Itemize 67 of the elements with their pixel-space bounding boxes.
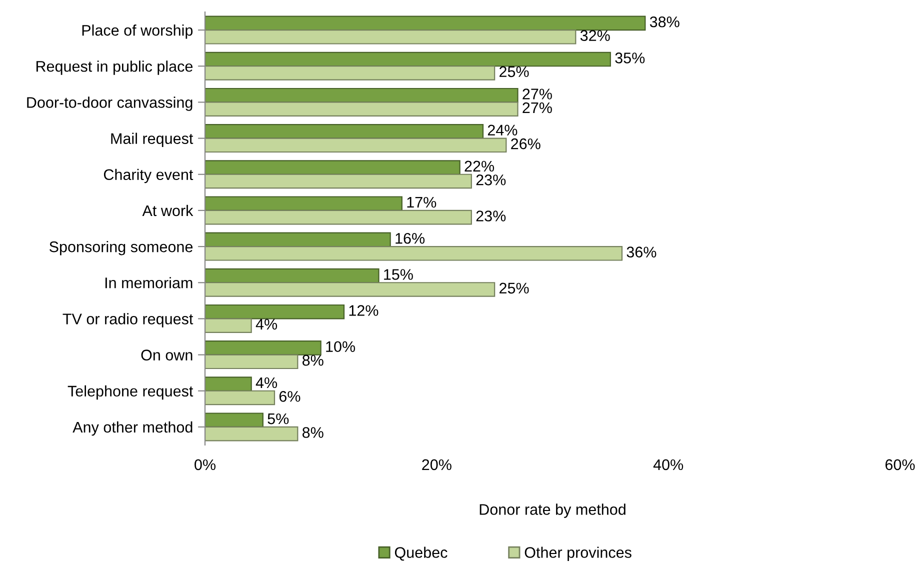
y-tick-label: Telephone request <box>68 385 194 400</box>
y-tick-label: TV or radio request <box>62 313 194 328</box>
bar <box>205 246 623 261</box>
y-tick-label: Any other method <box>72 421 192 436</box>
data-label: 16% <box>396 232 425 244</box>
bar <box>205 210 472 225</box>
y-tick-label: Charity event <box>104 168 194 184</box>
bar <box>205 102 518 116</box>
bar <box>205 16 646 31</box>
data-label: 25% <box>500 282 529 294</box>
x-axis-title: Donor rate by method <box>480 504 626 518</box>
data-label: 32% <box>580 30 610 41</box>
y-tick-label: Sponsoring someone <box>50 241 193 256</box>
y-tick-label: Place of worship <box>82 24 193 39</box>
legend-label: Quebec <box>394 546 448 561</box>
bar <box>205 29 576 44</box>
x-tick-label: 60% <box>885 459 915 470</box>
x-tick-label: 20% <box>422 459 452 470</box>
bar <box>205 196 402 212</box>
data-label: 6% <box>279 391 300 402</box>
data-label: 15% <box>384 269 413 280</box>
bar <box>205 376 252 392</box>
data-label: 24% <box>488 124 518 136</box>
bar <box>205 282 496 297</box>
y-tick-label: On own <box>141 350 192 360</box>
bar <box>205 268 380 284</box>
bar <box>205 174 472 189</box>
y-tick-label: Mail request <box>111 132 194 147</box>
data-label: 23% <box>476 174 506 186</box>
data-label: 26% <box>511 138 540 150</box>
data-label: 27% <box>522 88 552 100</box>
y-tick-label: Request in public place <box>36 60 193 75</box>
data-label: 10% <box>326 341 356 352</box>
bar <box>205 412 264 428</box>
bar <box>205 340 322 356</box>
bar <box>205 52 611 67</box>
data-label: 25% <box>500 66 529 78</box>
bar <box>205 88 518 103</box>
bar <box>205 138 507 153</box>
data-label: 4% <box>256 377 278 388</box>
legend-label: Other provinces <box>524 546 632 561</box>
data-label: 8% <box>302 427 324 438</box>
data-label: 8% <box>302 354 324 366</box>
bar <box>205 232 391 248</box>
bar <box>205 66 496 80</box>
y-tick-label: Door-to-door canvassing <box>27 96 192 111</box>
bar <box>205 390 276 406</box>
data-label: 5% <box>268 413 289 424</box>
bar <box>205 160 460 175</box>
data-label: 38% <box>650 16 680 28</box>
data-label: 35% <box>615 52 645 64</box>
bar <box>205 354 298 370</box>
data-label: 36% <box>626 246 656 258</box>
data-label: 27% <box>522 102 552 114</box>
x-tick-label: 0% <box>194 459 216 470</box>
y-tick-label: In memoriam <box>105 277 192 288</box>
data-label: 17% <box>407 196 436 208</box>
data-label: 4% <box>256 318 278 330</box>
bar <box>205 124 484 139</box>
data-label: 12% <box>349 305 378 316</box>
data-label: 22% <box>464 160 494 172</box>
x-tick-label: 40% <box>653 459 684 470</box>
bar <box>205 304 345 320</box>
bar <box>205 426 298 442</box>
y-tick-label: At work <box>142 204 194 216</box>
data-label: 23% <box>476 210 506 222</box>
bar <box>205 318 252 333</box>
